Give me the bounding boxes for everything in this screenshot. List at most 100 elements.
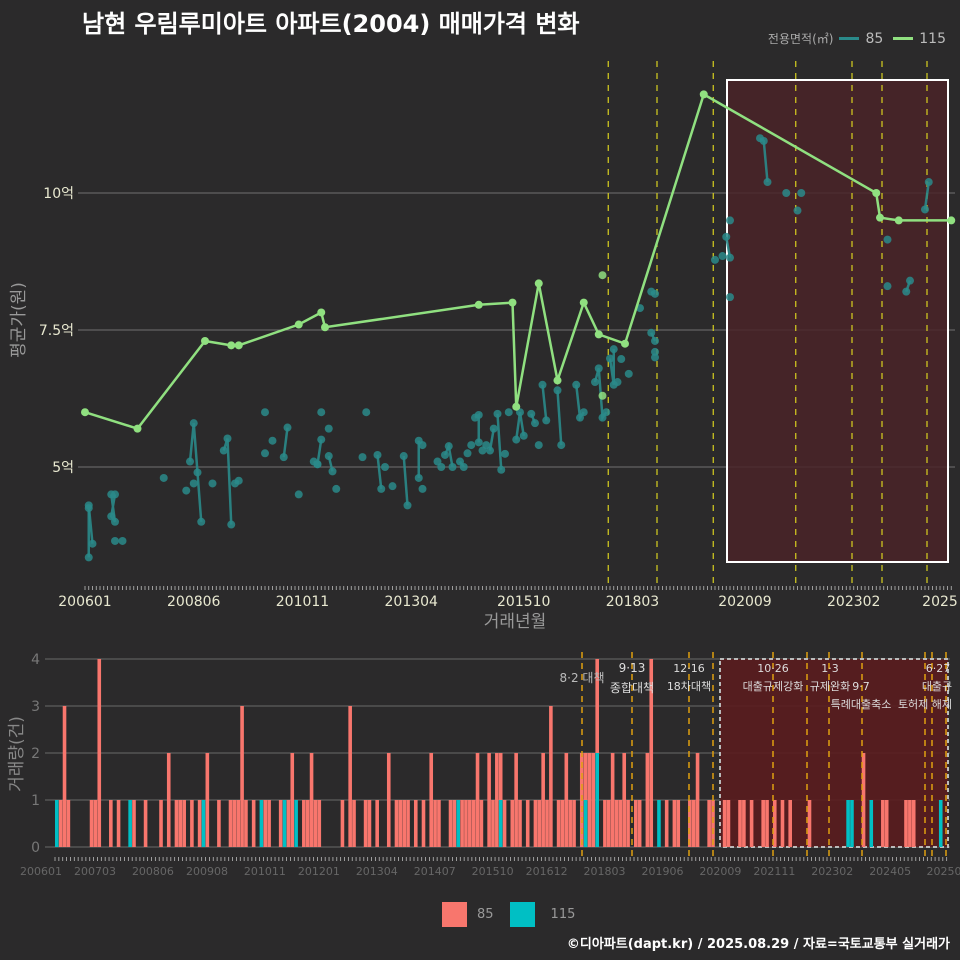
bar-85 [433, 800, 437, 847]
series-85-point [118, 536, 127, 545]
bar-x-tick-label: 201906 [641, 865, 683, 878]
bar-85 [267, 800, 271, 847]
series-115-point [234, 341, 243, 350]
legend-area: 전용면적(㎡) 85 115 [768, 30, 950, 47]
bar-85 [394, 800, 399, 847]
series-85-point [651, 289, 659, 298]
series-85-point [782, 189, 791, 197]
series-85-point [531, 419, 539, 428]
bar-85 [560, 800, 565, 847]
series-115-point [894, 216, 903, 225]
bar-85 [637, 800, 642, 847]
bar-85 [452, 800, 457, 847]
bar-x-tick-label: 200601 [20, 865, 62, 878]
series-85-point [358, 453, 367, 462]
event-date: 6·27 [926, 662, 951, 675]
series-85-point [111, 536, 119, 545]
series-115-point [579, 298, 588, 307]
bar-85 [448, 800, 453, 847]
bar-x-tick-label: 202111 [753, 865, 795, 878]
bar-85 [587, 753, 592, 847]
bar-85 [143, 800, 148, 847]
bar-85 [348, 706, 352, 847]
series-85-segment [923, 181, 930, 210]
series-85-point [88, 539, 97, 548]
event-label: 규제완화 [810, 680, 850, 693]
bar-115 [869, 800, 874, 847]
series-85-point [227, 520, 236, 529]
bar-115 [583, 800, 588, 847]
series-85-point [441, 450, 449, 459]
bar-85 [468, 800, 472, 847]
y-axis-label: 평균가(원) [9, 282, 29, 358]
bar-115 [201, 800, 206, 847]
event-date: 9·13 [619, 661, 646, 675]
bar-x-tick-label: 202302 [811, 865, 853, 878]
bar-85 [761, 800, 765, 847]
bar-85 [190, 800, 194, 847]
bar-x-tick-label: 201510 [472, 865, 514, 878]
series-85-point [84, 553, 93, 562]
bar-legend-swatch-85 [442, 902, 467, 927]
bar-y-axis-label: 거래량(건) [7, 716, 27, 792]
bar-85 [159, 800, 163, 847]
bar-85 [66, 800, 71, 847]
bar-85 [240, 706, 244, 847]
x-tick-label: 201304 [385, 594, 439, 610]
bar-85 [572, 800, 576, 847]
bar-85 [182, 800, 186, 847]
series-85-point [902, 287, 911, 296]
x-tick-label: 200601 [58, 594, 111, 610]
bar-85 [510, 800, 515, 847]
legend-title: 전용면적(㎡) [767, 32, 834, 46]
bar-85 [487, 753, 491, 847]
bar-85 [413, 800, 418, 847]
x-tick-label: 201011 [276, 594, 329, 610]
bar-x-tick-label: 200908 [186, 865, 228, 878]
bar-85 [278, 800, 283, 847]
series-85-segment [541, 384, 548, 421]
bar-85 [197, 800, 202, 847]
series-115-point [321, 323, 329, 332]
series-85-segment [188, 423, 203, 522]
bar-legend-swatch-115 [509, 902, 535, 927]
bar-85 [166, 753, 171, 847]
series-115-point [598, 391, 607, 400]
series-115-point [474, 300, 483, 309]
bar-85 [460, 800, 464, 847]
bar-85 [622, 753, 627, 847]
series-85-point [527, 409, 536, 418]
bar-115 [595, 753, 599, 847]
bar-85 [244, 800, 248, 847]
x-tick-label: 201510 [497, 594, 550, 610]
bar-85 [645, 753, 650, 847]
series-115-line [81, 90, 956, 433]
series-115-point [294, 320, 303, 329]
bar-y-tick-label: 2 [31, 746, 40, 762]
series-85-point [324, 424, 333, 433]
bar-85 [178, 800, 183, 847]
series-115-point [876, 213, 884, 222]
series-85-point [542, 416, 551, 425]
series-85-point [189, 479, 198, 488]
series-85-point [594, 364, 603, 373]
series-85-point [647, 328, 656, 337]
bar-85 [788, 800, 792, 847]
series-115-point [699, 90, 708, 99]
legend-swatch-115 [893, 37, 914, 40]
bar-85 [742, 800, 746, 847]
series-85-point [497, 465, 506, 474]
series-85-point [538, 380, 547, 389]
bar-85 [533, 800, 538, 847]
bar-x-tick-label: 201803 [584, 865, 626, 878]
highlight-box [726, 79, 949, 563]
series-85-point [726, 216, 734, 225]
series-115-point [598, 271, 607, 280]
bar-85 [780, 800, 785, 847]
bar-85 [475, 753, 480, 847]
event-label: 8·2 대책 [560, 670, 605, 685]
bar-115 [850, 800, 854, 847]
series-85-point [504, 408, 513, 417]
bar-85 [688, 800, 692, 847]
series-85-point [193, 468, 202, 477]
